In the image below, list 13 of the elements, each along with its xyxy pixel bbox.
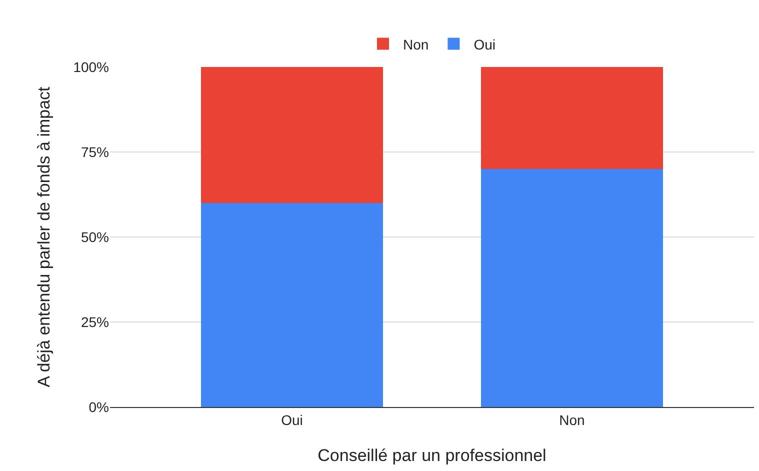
y-tick-label: 25%	[80, 314, 109, 330]
bar	[481, 169, 663, 407]
y-axis-title: A déjà entendu parler de fonds à impact	[34, 86, 54, 388]
bar	[481, 67, 663, 169]
bar	[201, 203, 383, 407]
y-tick-label: 0%	[88, 398, 109, 415]
x-axis-title: Conseillé par un professionnel	[318, 446, 546, 466]
legend-label: Non	[403, 36, 429, 52]
y-tick-label: 50%	[80, 228, 109, 245]
bar	[201, 67, 383, 203]
legend-label: Oui	[474, 36, 496, 52]
y-tick-label: 100%	[73, 58, 109, 75]
y-tick-label: 75%	[80, 144, 109, 160]
